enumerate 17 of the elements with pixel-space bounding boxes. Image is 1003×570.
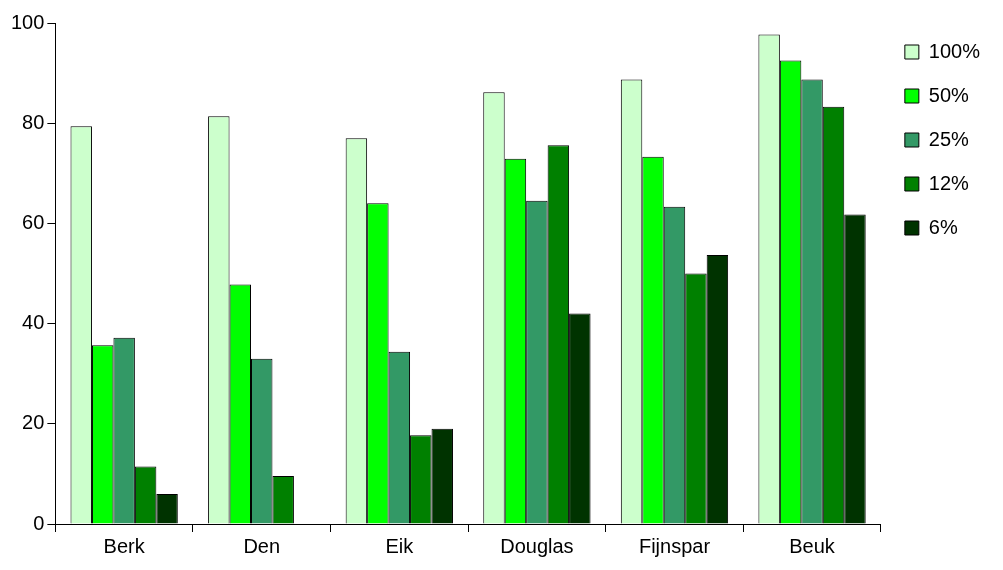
y-tick-label: 40 xyxy=(22,311,45,334)
y-tick-label: 60 xyxy=(22,210,45,233)
y-tick-label: 80 xyxy=(22,110,45,133)
y-tick-label: 0 xyxy=(33,511,45,534)
x-tick-label: Den xyxy=(243,534,281,557)
x-tick-label: Fijnspar xyxy=(638,534,711,557)
y-tick-label: 100 xyxy=(10,10,45,33)
y-tick-label: 20 xyxy=(22,411,45,434)
x-tick-label: Eik xyxy=(385,534,415,557)
legend-label: 25% xyxy=(928,127,970,150)
x-tick-label: Douglas xyxy=(500,534,574,557)
legend-label: 6% xyxy=(928,215,958,238)
legend-label: 50% xyxy=(928,83,970,106)
legend-label: 12% xyxy=(928,171,970,194)
legend-label: 100% xyxy=(928,39,981,62)
x-tick-label: Beuk xyxy=(789,534,836,557)
x-tick-label: Berk xyxy=(103,534,146,557)
